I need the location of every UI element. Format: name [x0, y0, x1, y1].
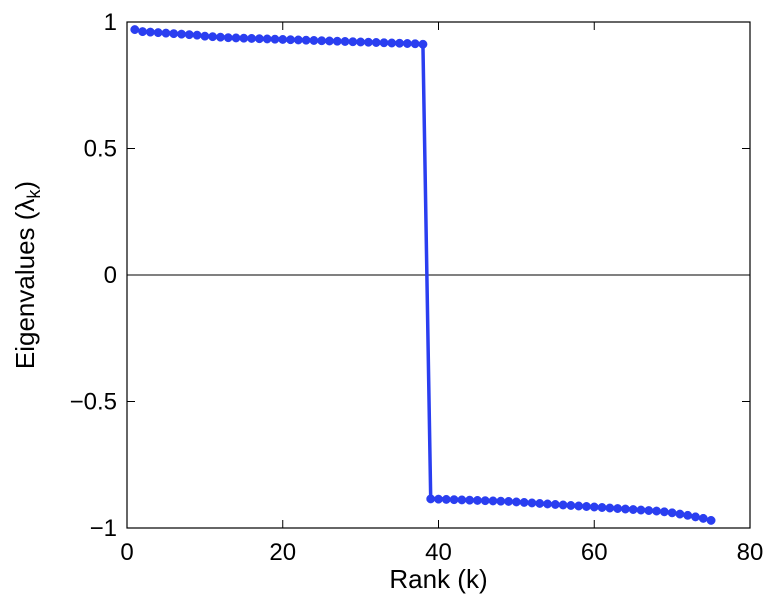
- x-tick-label: 80: [737, 539, 764, 566]
- data-point: [231, 33, 241, 43]
- data-point: [309, 36, 319, 45]
- data-point: [644, 506, 654, 515]
- data-point: [286, 35, 295, 45]
- data-point: [496, 496, 506, 506]
- y-axis-label-close: ): [10, 181, 40, 190]
- data-point: [254, 34, 264, 44]
- data-point: [208, 32, 218, 42]
- data-point: [379, 38, 389, 48]
- x-axis-label: Rank (k): [389, 564, 487, 594]
- data-point: [558, 500, 568, 510]
- data-point: [472, 495, 482, 505]
- data-point: [620, 504, 630, 514]
- y-tick-label: 1: [104, 9, 117, 36]
- x-tick-label: 20: [269, 539, 296, 566]
- data-point: [301, 35, 311, 45]
- data-point: [706, 515, 716, 525]
- y-tick-label: 0.5: [84, 136, 117, 163]
- data-point: [371, 38, 381, 47]
- data-point: [659, 507, 669, 517]
- data-point: [177, 29, 186, 39]
- data-point: [457, 495, 467, 505]
- data-point: [636, 505, 646, 515]
- data-point: [543, 499, 552, 509]
- data-point: [504, 496, 514, 506]
- data-point: [550, 500, 560, 509]
- data-point: [667, 508, 677, 518]
- data-point: [145, 27, 155, 37]
- x-tick-label: 0: [120, 539, 133, 566]
- y-axis-label-subscript: k: [24, 189, 44, 199]
- data-point: [130, 25, 140, 35]
- data-point: [239, 33, 249, 43]
- data-point: [589, 502, 599, 512]
- data-point: [325, 36, 334, 46]
- data-point: [356, 37, 366, 47]
- data-point: [465, 495, 475, 505]
- data-point: [582, 502, 591, 511]
- x-axis-ticks: 0 20 40 60 80: [120, 22, 763, 566]
- data-point: [200, 31, 210, 41]
- data-point: [628, 505, 638, 514]
- data-point: [597, 503, 607, 512]
- data-point: [480, 496, 490, 506]
- data-point: [511, 497, 521, 507]
- data-point: [527, 498, 537, 508]
- y-tick-label: 0: [104, 262, 117, 289]
- data-point: [332, 36, 342, 46]
- data-point: [192, 30, 202, 40]
- data-point: [262, 34, 272, 44]
- y-axis-ticks: −1 −0.5 0 0.5 1: [70, 9, 750, 542]
- data-point: [247, 33, 257, 43]
- data-point: [652, 506, 661, 516]
- data-point: [418, 39, 428, 49]
- data-point: [340, 37, 350, 46]
- data-point: [363, 37, 373, 47]
- data-point: [449, 495, 459, 505]
- data-point: [434, 494, 443, 504]
- data-point: [216, 32, 225, 42]
- data-point: [574, 501, 584, 511]
- x-tick-label: 60: [581, 539, 608, 566]
- data-point: [161, 28, 171, 38]
- y-axis-label-main: Eigenvalues (λ: [10, 199, 40, 370]
- x-tick-label: 40: [425, 539, 452, 566]
- data-point: [535, 499, 545, 508]
- data-point: [270, 34, 280, 44]
- data-point: [675, 509, 685, 519]
- data-point: [387, 38, 397, 48]
- data-point: [683, 510, 693, 520]
- data-point: [402, 39, 412, 48]
- data-point: [519, 497, 529, 507]
- y-axis-label: Eigenvalues (λk): [10, 181, 44, 369]
- data-point: [566, 501, 576, 510]
- data-point: [278, 35, 288, 44]
- y-tick-label: −1: [90, 515, 117, 542]
- data-point: [395, 38, 405, 48]
- data-point: [169, 29, 179, 39]
- data-point: [348, 37, 358, 47]
- data-point: [293, 35, 303, 45]
- data-point: [691, 512, 700, 522]
- data-point: [605, 503, 615, 513]
- data-point: [613, 504, 623, 513]
- data-point: [410, 39, 420, 49]
- series-layer: [130, 25, 716, 525]
- axes: 0 20 40 60 80 −1 −0.5 0 0.5 1: [70, 9, 764, 566]
- data-point: [698, 513, 708, 523]
- data-point: [317, 36, 327, 46]
- data-point: [426, 494, 436, 504]
- data-point: [223, 33, 233, 43]
- y-tick-label: −0.5: [70, 389, 117, 416]
- data-point: [488, 496, 498, 506]
- data-point: [138, 27, 148, 37]
- data-point: [153, 28, 163, 38]
- data-point: [184, 30, 194, 40]
- data-point: [441, 494, 451, 504]
